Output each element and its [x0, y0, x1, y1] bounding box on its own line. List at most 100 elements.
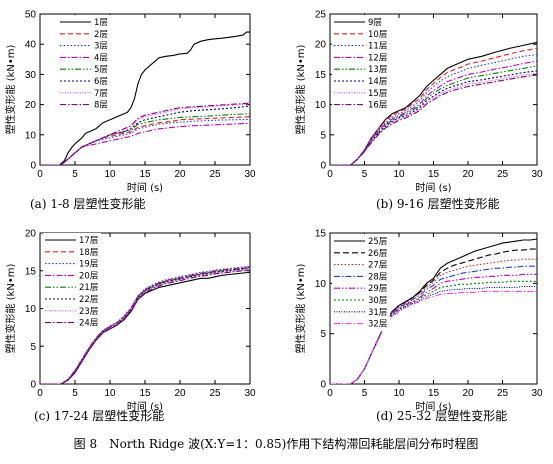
- x-tick-label: 0: [327, 388, 333, 399]
- x-tick-label: 25: [497, 169, 509, 180]
- x-tick-label: 10: [104, 169, 116, 180]
- x-tick-label: 30: [244, 169, 256, 180]
- legend-label-3: 11层: [368, 42, 387, 52]
- legend-label-3: 19层: [79, 260, 98, 270]
- series-line-2: [40, 267, 250, 384]
- legend-box: [332, 234, 390, 332]
- y-tick-label: 0: [30, 161, 36, 172]
- panel-subtitle: (d) 25-32 层塑性变形能: [376, 408, 507, 423]
- y-tick-label: 20: [315, 40, 327, 51]
- x-tick-label: 5: [72, 388, 78, 399]
- legend-label-4: 12层: [368, 53, 387, 63]
- series-line-3: [330, 258, 537, 384]
- legend-box: [332, 15, 390, 113]
- legend-label-5: 5层: [94, 65, 108, 75]
- chart-panel-1: 0 5 10 15 20 25 30 0 10 20 30 40 50 时间 (s) 塑性变形能 (kN•m…: [4, 10, 256, 212]
- series-line-6: [40, 105, 250, 165]
- legend-label-2: 2层: [94, 30, 108, 40]
- y-tick-label: 50: [25, 10, 37, 21]
- y-tick-label: 40: [25, 40, 37, 51]
- series-line-5: [40, 267, 250, 384]
- x-tick-label: 0: [37, 388, 43, 399]
- x-tick-label: 20: [462, 388, 474, 399]
- chart-panel-2: 0 5 10 15 20 25 30 0 5 10 15 20 25 时间 (s) 塑性变形能 (kN•m)…: [294, 10, 543, 212]
- legend-label-4: 28层: [368, 272, 387, 282]
- y-tick-label: 10: [315, 279, 327, 290]
- x-tick-label: 10: [393, 169, 405, 180]
- series-line-8: [40, 269, 250, 384]
- legend-label-3: 3层: [94, 42, 108, 52]
- legend-label-2: 26层: [368, 249, 387, 259]
- legend-label-8: 16层: [368, 101, 387, 111]
- x-tick-label: 15: [428, 169, 440, 180]
- x-tick-label: 20: [462, 169, 474, 180]
- series-line-8: [330, 290, 537, 384]
- x-tick-label: 0: [327, 169, 333, 180]
- x-tick-label: 20: [174, 169, 186, 180]
- legend-label-6: 14层: [368, 77, 387, 87]
- series-line-5: [330, 65, 537, 165]
- y-axis-label: 塑性变形能 (kN•m): [294, 263, 307, 353]
- x-tick-label: 10: [104, 388, 116, 399]
- x-tick-label: 25: [497, 388, 509, 399]
- y-tick-label: 25: [315, 10, 327, 21]
- chart-panel-3: 0 5 10 15 20 25 30 0 5 10 15 20 时间 (s) 塑性变形能 (kN•m) (c…: [4, 229, 256, 424]
- series-line-3: [40, 265, 250, 384]
- legend-label-6: 22层: [79, 295, 98, 305]
- legend-label-1: 17层: [79, 236, 98, 246]
- y-tick-label: 0: [320, 380, 326, 391]
- y-tick-label: 0: [320, 161, 326, 172]
- y-tick-label: 0: [30, 380, 36, 391]
- legend-label-7: 15层: [368, 89, 387, 99]
- x-axis-label: 时间 (s): [127, 400, 163, 413]
- legend-label-5: 13层: [368, 65, 387, 75]
- legend-label-8: 24层: [79, 319, 98, 329]
- legend-label-7: 7层: [94, 89, 108, 99]
- x-tick-label: 25: [209, 169, 221, 180]
- panel-subtitle: (b) 9-16 层塑性变形能: [376, 196, 500, 211]
- y-tick-label: 30: [25, 70, 37, 81]
- x-tick-label: 5: [362, 388, 368, 399]
- y-tick-label: 20: [25, 100, 37, 111]
- series-line-8: [40, 102, 250, 165]
- y-axis-label: 塑性变形能 (kN•m): [4, 44, 17, 134]
- x-tick-label: 5: [72, 169, 78, 180]
- y-tick-label: 10: [315, 100, 327, 111]
- legend-label-7: 23层: [79, 307, 98, 317]
- y-tick-label: 5: [320, 130, 326, 141]
- series-line-2: [40, 116, 250, 165]
- x-tick-label: 10: [393, 388, 405, 399]
- legend-label-6: 30层: [368, 296, 387, 306]
- legend-label-4: 4层: [94, 53, 108, 63]
- x-tick-label: 30: [244, 388, 256, 399]
- series-line-7: [40, 268, 250, 384]
- x-tick-label: 15: [139, 169, 151, 180]
- x-axis-label: 时间 (s): [415, 181, 451, 194]
- y-tick-label: 5: [320, 329, 326, 340]
- legend-label-1: 25层: [368, 237, 387, 247]
- legend-label-2: 10层: [368, 30, 387, 40]
- y-tick-label: 15: [315, 70, 327, 81]
- x-tick-label: 30: [531, 388, 543, 399]
- x-axis-label: 时间 (s): [415, 400, 451, 413]
- legend-label-5: 21层: [79, 283, 98, 293]
- series-line-2: [330, 248, 537, 384]
- legend-label-8: 8层: [94, 101, 108, 111]
- y-axis-label: 塑性变形能 (kN•m): [4, 263, 17, 353]
- y-tick-label: 10: [25, 304, 37, 315]
- y-tick-label: 15: [315, 229, 327, 240]
- legend-label-4: 20层: [79, 271, 98, 281]
- y-tick-label: 20: [25, 229, 37, 240]
- legend-label-1: 9层: [368, 18, 382, 28]
- legend-label-7: 31层: [368, 308, 387, 318]
- legend-label-6: 6层: [94, 77, 108, 87]
- panel-subtitle: (c) 17-24 层塑性变形能: [34, 408, 164, 423]
- legend-label-8: 32层: [368, 320, 387, 330]
- x-tick-label: 5: [362, 169, 368, 180]
- x-tick-label: 25: [209, 388, 221, 399]
- y-tick-label: 5: [30, 342, 36, 353]
- series-line-8: [330, 74, 537, 165]
